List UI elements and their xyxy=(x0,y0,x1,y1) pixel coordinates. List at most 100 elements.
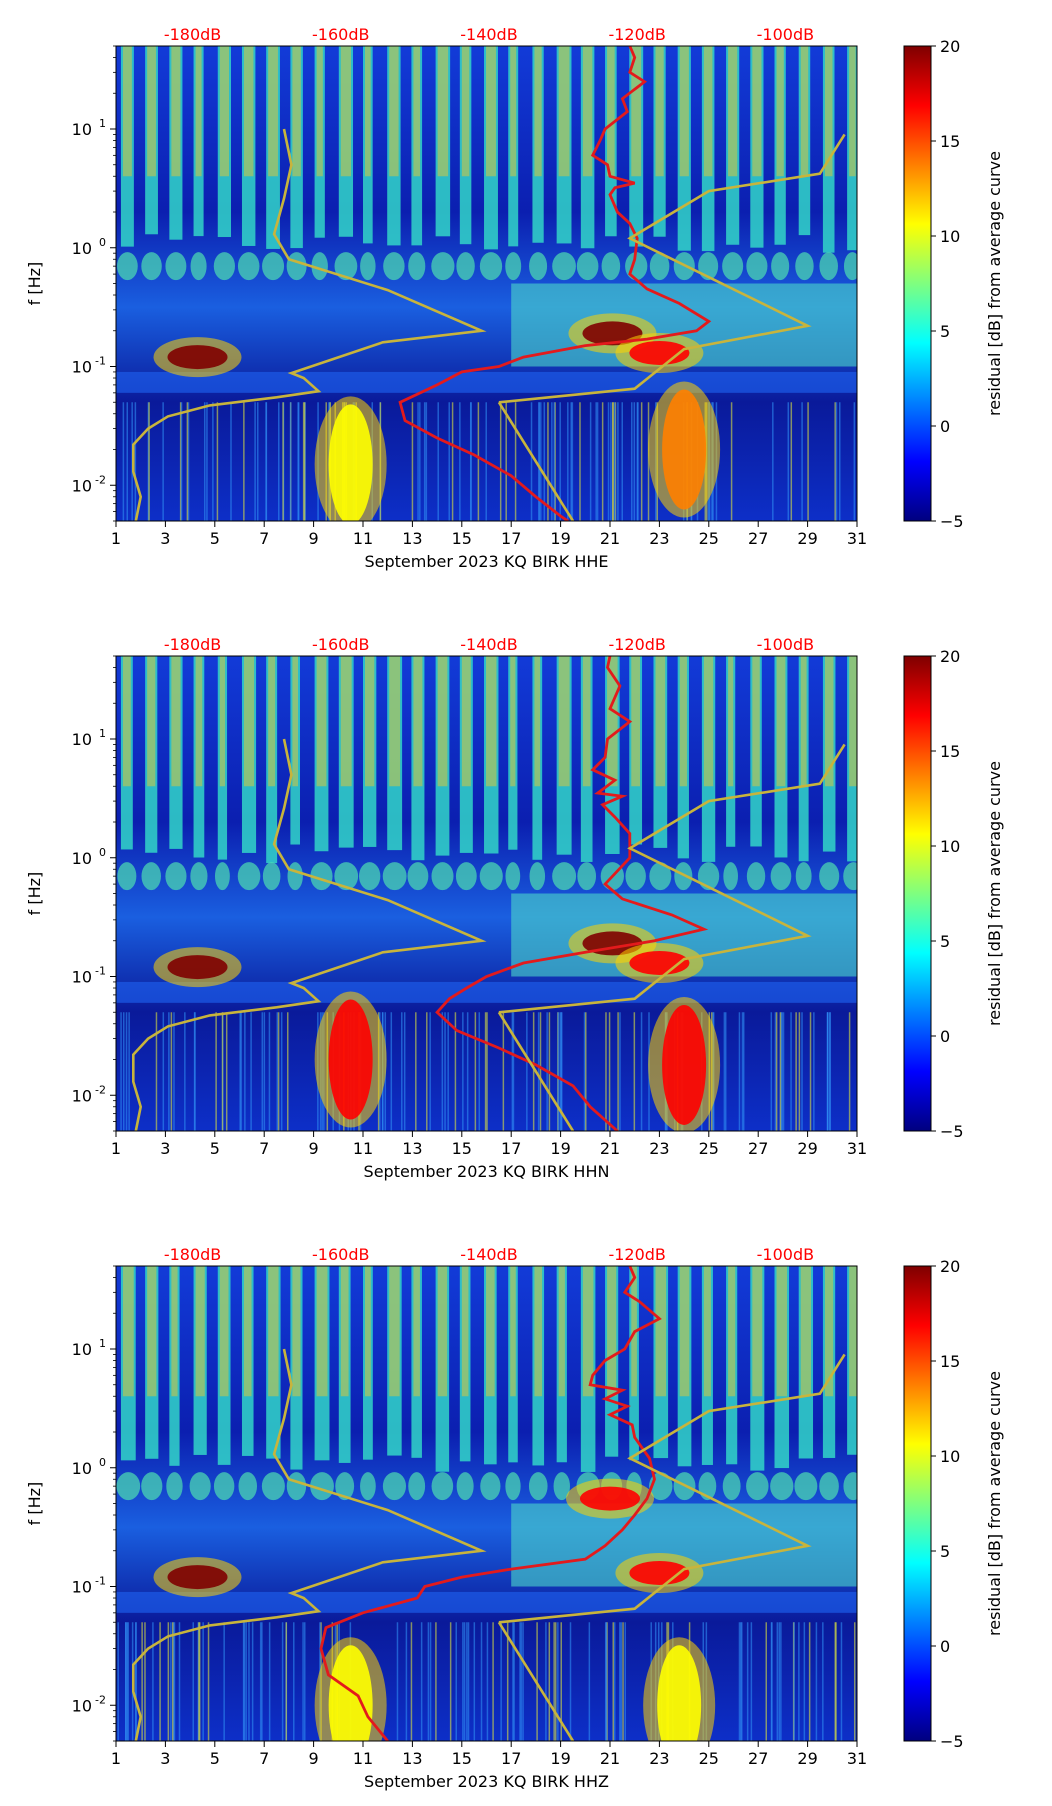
daily-noise-core xyxy=(824,656,834,787)
low-frequency-streak xyxy=(462,1012,464,1131)
y-tick-exponent: 1 xyxy=(99,727,106,740)
daily-noise-foot xyxy=(310,862,333,891)
low-frequency-streak xyxy=(553,402,556,521)
low-frequency-streak xyxy=(390,1012,393,1131)
low-frequency-streak xyxy=(178,1622,181,1741)
feature-2 xyxy=(629,950,690,975)
daily-noise-foot xyxy=(456,1472,474,1501)
x-tick-label: 13 xyxy=(402,529,422,548)
low-frequency-streak xyxy=(613,1622,616,1741)
low-frequency-streak xyxy=(179,402,182,521)
daily-noise-core xyxy=(365,1266,371,1397)
low-frequency-streak xyxy=(512,1622,514,1741)
low-frequency-streak xyxy=(152,1622,154,1741)
daily-noise-foot xyxy=(382,862,407,891)
low-frequency-streak xyxy=(608,1012,611,1131)
y-tick-label: 10 xyxy=(72,1086,92,1105)
feature-3 xyxy=(662,1004,707,1125)
colorbar-tick-label: 5 xyxy=(940,1542,950,1561)
x-tick-label: 27 xyxy=(748,1139,768,1158)
top-db-label: -160dB xyxy=(312,25,369,44)
model-curve-segment-2 xyxy=(497,1011,575,1131)
daily-noise-core xyxy=(195,1266,205,1397)
low-frequency-streak xyxy=(276,1012,279,1131)
low-frequency-streak xyxy=(192,1622,194,1741)
daily-noise-core xyxy=(171,46,181,177)
daily-noise-core xyxy=(558,656,570,787)
colorbar-tick-label: 10 xyxy=(940,837,960,856)
low-frequency-streak xyxy=(462,1622,464,1741)
daily-noise-foot xyxy=(383,252,405,281)
low-frequency-streak xyxy=(742,1012,745,1131)
daily-noise-core xyxy=(437,1266,448,1397)
daily-noise-foot xyxy=(553,1472,570,1501)
colorbar-tick-label: −5 xyxy=(940,1732,964,1751)
y-tick-label: 10 xyxy=(72,358,92,377)
x-tick-label: 21 xyxy=(600,529,620,548)
low-frequency-streak xyxy=(243,402,245,521)
low-frequency-streak xyxy=(633,402,636,521)
low-frequency-streak xyxy=(793,1622,795,1741)
low-frequency-streak xyxy=(187,402,190,521)
model-curve-segment-1 xyxy=(498,133,846,404)
low-frequency-streak xyxy=(278,402,280,521)
daily-noise-core xyxy=(486,46,496,177)
low-frequency-streak xyxy=(624,1622,626,1741)
daily-noise-core xyxy=(268,656,276,787)
x-tick-label: 13 xyxy=(402,1749,422,1768)
x-tick-label: 15 xyxy=(452,1139,472,1158)
low-frequency-streak xyxy=(596,402,599,521)
top-db-label: -160dB xyxy=(312,635,369,654)
low-frequency-streak xyxy=(506,1622,509,1741)
low-frequency-streak xyxy=(723,1012,726,1131)
low-frequency-streak xyxy=(173,1012,175,1131)
low-frequency-streak xyxy=(776,1622,779,1741)
low-frequency-streak xyxy=(127,1622,129,1741)
low-frequency-streak xyxy=(265,402,268,521)
colorbar-tick-label: 10 xyxy=(940,1447,960,1466)
low-frequency-streak xyxy=(834,1622,836,1741)
daily-noise-foot xyxy=(674,862,693,891)
low-frequency-streak xyxy=(463,1622,466,1741)
colorbar-tick-label: 15 xyxy=(940,132,960,151)
daily-noise-foot xyxy=(479,862,503,891)
low-frequency-streak xyxy=(128,1012,130,1131)
daily-noise-foot xyxy=(843,862,857,891)
low-frequency-streak xyxy=(155,1012,158,1131)
low-frequency-streak xyxy=(261,1012,264,1131)
model-curve-segment-1 xyxy=(498,1353,846,1624)
x-tick-label: 1 xyxy=(111,1139,121,1158)
x-tick-label: 3 xyxy=(160,529,170,548)
low-frequency-streak xyxy=(419,402,421,521)
x-axis-label: September 2023 KQ BIRK HHN xyxy=(364,1162,610,1181)
low-frequency-streak xyxy=(853,1622,856,1741)
low-frequency-streak xyxy=(765,1622,768,1741)
low-frequency-streak xyxy=(559,402,561,521)
low-frequency-streak xyxy=(505,402,507,521)
low-frequency-streak xyxy=(633,1012,636,1131)
y-tick-exponent: -1 xyxy=(95,355,106,368)
low-frequency-streak xyxy=(746,1622,749,1741)
low-frequency-streak xyxy=(822,1622,824,1741)
low-frequency-streak xyxy=(551,402,553,521)
x-tick-label: 9 xyxy=(309,1749,319,1768)
colorbar-tick-label: 0 xyxy=(940,1027,950,1046)
daily-noise-foot xyxy=(213,252,235,281)
daily-noise-foot xyxy=(795,252,814,281)
low-frequency-streak xyxy=(835,402,838,521)
low-frequency-streak xyxy=(589,402,592,521)
daily-noise-core xyxy=(558,1266,565,1397)
low-frequency-streak xyxy=(162,1012,165,1131)
top-db-label: -140dB xyxy=(460,635,517,654)
low-frequency-streak xyxy=(631,402,633,521)
top-db-label: -140dB xyxy=(460,25,517,44)
daily-noise-foot xyxy=(359,862,381,891)
low-frequency-streak xyxy=(484,1012,487,1131)
spectrogram-area xyxy=(116,46,857,521)
low-frequency-streak xyxy=(554,1622,557,1741)
daily-noise-core xyxy=(340,1266,349,1397)
low-band xyxy=(116,1591,857,1613)
x-tick-label: 9 xyxy=(309,529,319,548)
low-frequency-streak xyxy=(617,1012,619,1131)
